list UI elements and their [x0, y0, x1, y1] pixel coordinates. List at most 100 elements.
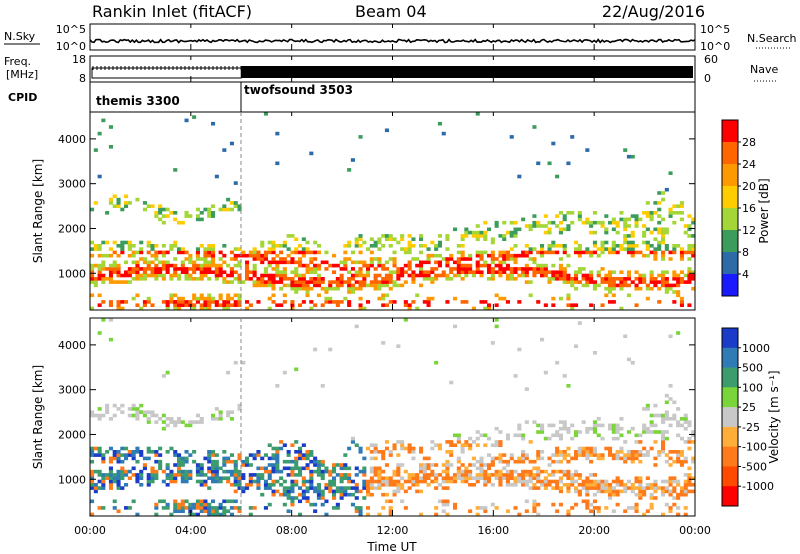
- range-gate-cell: [577, 247, 582, 251]
- range-gate-cell: [116, 273, 121, 278]
- range-gate-cell: [543, 224, 548, 228]
- range-gate-cell: [547, 230, 552, 235]
- range-gate-cell: [173, 270, 178, 274]
- range-gate-cell: [290, 306, 295, 311]
- range-gate-cell: [494, 443, 499, 447]
- range-gate-cell: [645, 453, 650, 457]
- range-gate-cell: [350, 260, 355, 265]
- range-gate-cell: [218, 270, 223, 274]
- range-gate-cell: [112, 499, 117, 504]
- range-gate-cell: [233, 489, 238, 494]
- range-gate-cell: [108, 277, 113, 281]
- range-gate-cell: [668, 492, 673, 497]
- colorbar-segment: [722, 142, 738, 165]
- range-gate-cell: [453, 296, 458, 301]
- range-gate-cell: [131, 260, 136, 265]
- range-gate-cell: [562, 244, 567, 248]
- range-gate-cell: [124, 204, 129, 208]
- range-gate-cell: [135, 303, 140, 307]
- range-gate-cell: [290, 270, 295, 274]
- range-gate-cell: [513, 476, 518, 480]
- range-gate-cell: [513, 260, 518, 265]
- range-gate-cell: [558, 426, 563, 431]
- range-gate-cell: [275, 260, 280, 265]
- range-gate-cell: [343, 280, 348, 284]
- range-gate-cell: [309, 286, 314, 291]
- range-gate-cell: [245, 263, 250, 268]
- range-gate-cell: [691, 430, 696, 434]
- range-gate-cell: [237, 506, 242, 510]
- range-gate-cell: [195, 250, 200, 255]
- range-gate-cell: [177, 453, 182, 457]
- range-gate-cell: [536, 466, 541, 471]
- range-gate-cell: [305, 293, 310, 298]
- range-gate-cell: [339, 492, 344, 497]
- range-gate-cell: [339, 280, 344, 284]
- range-gate-cell: [203, 263, 208, 268]
- range-gate-cell: [366, 273, 371, 278]
- range-gate-cell: [430, 280, 435, 284]
- range-gate-cell: [532, 267, 537, 271]
- range-gate-cell: [630, 250, 635, 255]
- range-gate-cell: [90, 240, 95, 245]
- range-gate-cell: [490, 502, 495, 507]
- range-gate-cell: [487, 436, 492, 441]
- range-gate-cell: [384, 476, 389, 480]
- range-gate-cell: [521, 436, 526, 441]
- range-gate-cell: [547, 244, 552, 248]
- range-gate-cell: [400, 446, 405, 451]
- range-gate-cell: [313, 469, 318, 474]
- range-gate-cell: [339, 267, 344, 271]
- range-gate-cell: [245, 267, 250, 271]
- range-gate-cell: [468, 473, 473, 477]
- range-gate-cell: [396, 483, 401, 487]
- range-gate-cell: [309, 473, 314, 477]
- range-gate-cell: [301, 283, 306, 288]
- range-gate-cell: [528, 440, 533, 444]
- range-gate-cell: [173, 300, 178, 304]
- range-gate-cell: [388, 300, 393, 304]
- range-gate-cell: [388, 450, 393, 454]
- range-gate-cell: [574, 453, 579, 457]
- range-gate-cell: [381, 341, 386, 345]
- range-gate-cell: [173, 257, 178, 261]
- range-gate-cell: [634, 479, 639, 484]
- range-gate-cell: [203, 260, 208, 265]
- range-gate-cell: [252, 267, 257, 271]
- range-gate-cell: [195, 473, 200, 477]
- range-gate-cell: [483, 483, 488, 487]
- range-gate-cell: [505, 463, 510, 467]
- range-gate-cell: [555, 273, 560, 278]
- range-gate-cell: [577, 453, 582, 457]
- range-gate-cell: [589, 502, 594, 507]
- range-gate-cell: [211, 512, 216, 517]
- range-gate-cell: [566, 446, 571, 451]
- range-gate-cell: [226, 293, 231, 298]
- range-gate-cell: [536, 473, 541, 477]
- range-gate-cell: [551, 469, 556, 474]
- range-gate-cell: [377, 479, 382, 484]
- range-gate-cell: [577, 446, 582, 451]
- range-gate-cell: [521, 250, 526, 255]
- range-gate-cell: [471, 440, 476, 444]
- range-gate-cell: [634, 286, 639, 291]
- range-gate-cell: [195, 214, 200, 218]
- range-gate-cell: [301, 466, 306, 471]
- range-gate-cell: [320, 463, 325, 467]
- range-gate-cell: [513, 469, 518, 474]
- range-gate-cell: [294, 456, 299, 461]
- range-gate-cell: [566, 430, 571, 434]
- range-gate-cell: [468, 483, 473, 487]
- range-gate-cell: [301, 476, 306, 480]
- range-gate-cell: [211, 506, 216, 510]
- range-gate-cell: [471, 270, 476, 274]
- range-gate-cell: [154, 214, 159, 218]
- range-gate-cell: [445, 257, 450, 261]
- range-gate-cell: [124, 473, 129, 477]
- range-gate-cell: [483, 509, 488, 513]
- range-gate-cell: [214, 459, 219, 464]
- range-gate-cell: [135, 267, 140, 271]
- range-gate-cell: [354, 273, 359, 278]
- range-gate-cell: [161, 479, 166, 484]
- range-gate-cell: [241, 253, 246, 258]
